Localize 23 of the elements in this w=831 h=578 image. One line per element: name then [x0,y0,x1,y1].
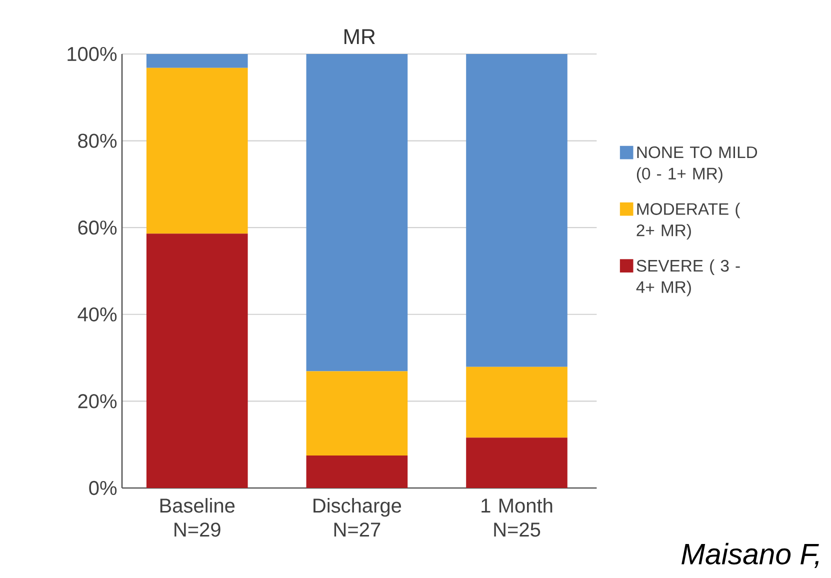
x-tick-label: 1 Month N=25 [482,498,552,537]
bar [306,54,408,372]
bar [306,371,408,456]
legend-label: NONE TO MILD (0 - 1+ MR) [636,146,758,183]
y-tick-label: 80% [78,134,117,148]
bar [306,455,408,488]
bar [146,68,248,234]
y-tick-label: 60% [78,220,117,235]
text: Maisano F, [682,542,819,568]
y-tick-label: 0% [89,480,117,496]
bar [146,234,248,488]
x-tick-label: Baseline N=29 [160,498,235,537]
y-tick-label: 20% [78,394,117,408]
bar [466,438,568,488]
bar [466,366,568,438]
bar [466,54,568,367]
chart-title: MR [344,29,375,44]
x-tick-label: Discharge N=27 [314,498,402,537]
y-tick-label: 40% [78,307,117,322]
legend-label: SEVERE ( 3 - 4+ MR) [636,259,740,296]
bar [146,54,248,68]
legend-label: MODERATE ( 2+ MR) [636,202,740,240]
y-tick-label: 100% [68,46,117,62]
